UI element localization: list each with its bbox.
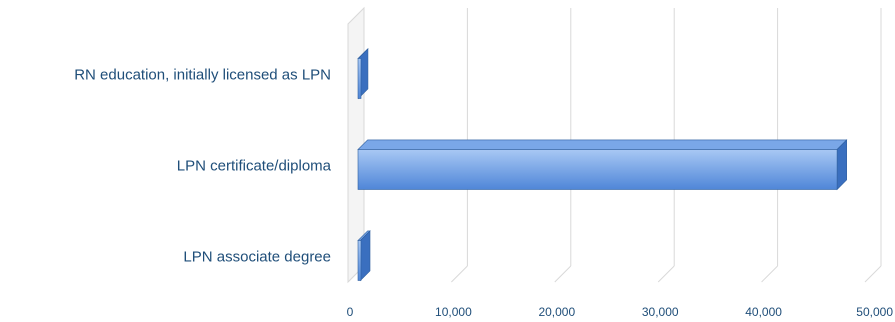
category-label: LPN certificate/diploma bbox=[177, 158, 332, 175]
gridline-foot bbox=[451, 265, 468, 283]
x-tick-label: 10,000 bbox=[435, 305, 472, 319]
gridline-foot bbox=[657, 265, 675, 283]
category-labels: RN education, initially licensed as LPN L… bbox=[74, 67, 331, 266]
bar-front-face bbox=[357, 240, 362, 281]
gridline-foot bbox=[554, 265, 572, 283]
x-tick-label: 50,000 bbox=[856, 305, 893, 319]
x-tick-label: 20,000 bbox=[538, 305, 575, 319]
bar-top-face bbox=[357, 139, 848, 150]
category-label: LPN associate degree bbox=[183, 249, 331, 266]
bar-front-face bbox=[357, 58, 362, 99]
x-axis-tick-labels: 0 10,000 20,000 30,000 40,000 50,000 bbox=[347, 305, 894, 319]
gridline-foot bbox=[864, 265, 882, 283]
chart-bars bbox=[357, 48, 848, 282]
gridline-foot bbox=[761, 265, 778, 283]
bar-front-face bbox=[357, 149, 838, 190]
bar bbox=[357, 139, 848, 191]
bar bbox=[357, 230, 371, 282]
bar bbox=[357, 48, 369, 100]
category-label: RN education, initially licensed as LPN bbox=[74, 67, 331, 84]
x-tick-label: 30,000 bbox=[642, 305, 679, 319]
x-tick-label: 40,000 bbox=[745, 305, 782, 319]
x-tick-label: 0 bbox=[347, 305, 354, 319]
